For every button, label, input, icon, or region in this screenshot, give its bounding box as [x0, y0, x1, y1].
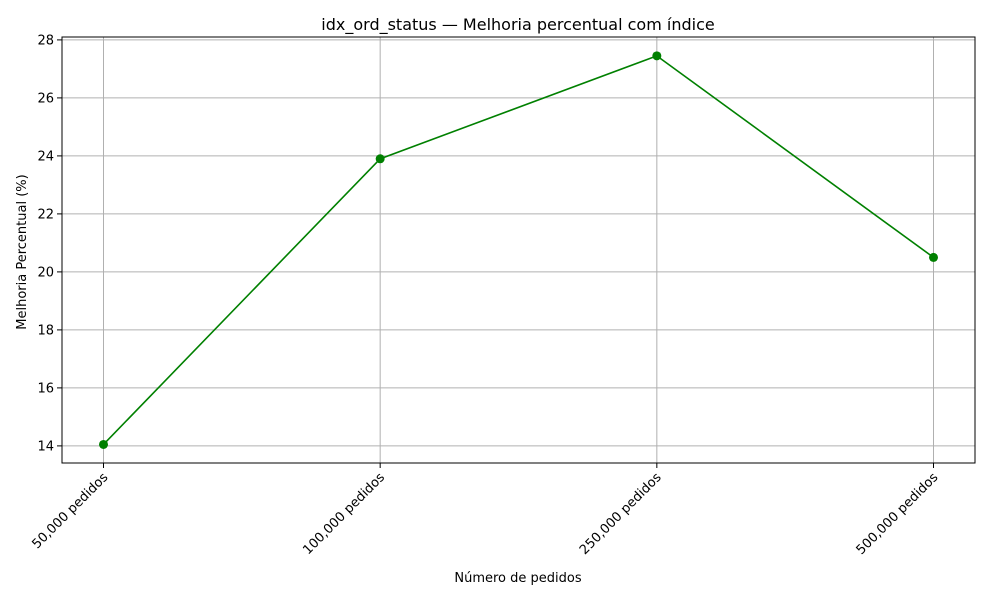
y-tick-label: 22 [37, 207, 54, 222]
data-point [99, 439, 108, 449]
y-tick-label: 28 [37, 33, 54, 48]
y-tick-label: 26 [37, 91, 54, 106]
series-layer [99, 51, 938, 449]
x-axis-label: Número de pedidos [454, 571, 581, 586]
data-point [375, 154, 385, 164]
data-point [652, 51, 662, 61]
series-line [102, 54, 934, 445]
y-tick-label: 24 [37, 149, 54, 164]
y-axis-label: Melhoria Percentual (%) [15, 174, 30, 329]
plot-area-frame [61, 36, 976, 464]
y-tick-label: 14 [37, 439, 54, 454]
data-point [929, 252, 938, 262]
y-tick-label: 16 [37, 381, 54, 396]
y-tick-label: 18 [37, 323, 54, 338]
chart-title: idx_ord_status — Melhoria percentual com… [321, 15, 714, 35]
y-tick-label: 20 [37, 265, 54, 280]
